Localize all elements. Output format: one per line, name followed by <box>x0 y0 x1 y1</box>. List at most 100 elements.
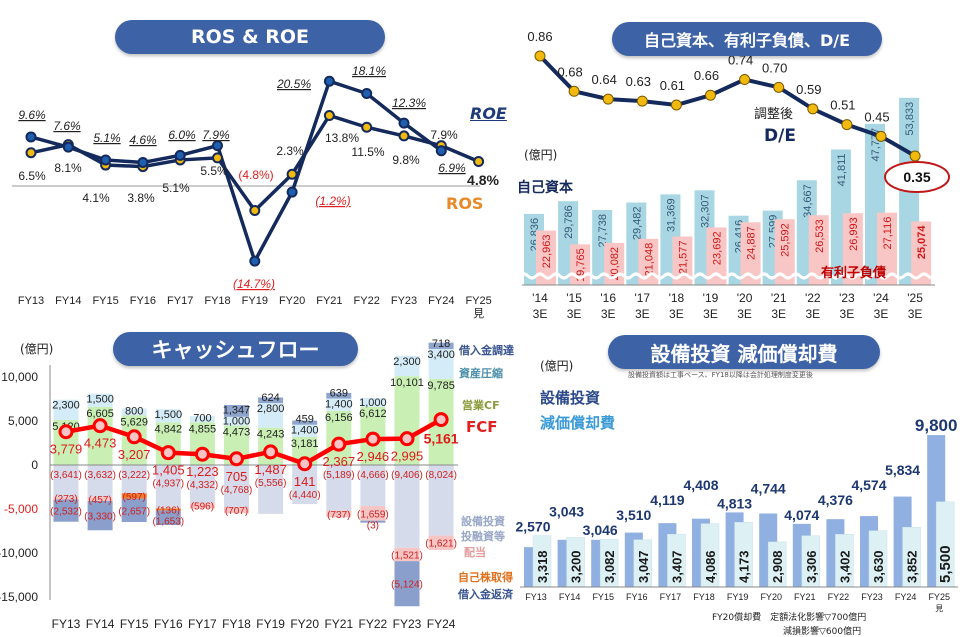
roe-point <box>435 145 447 157</box>
de-data-label: 0.63 <box>626 74 651 89</box>
capex-data-label: 4,119 <box>650 492 684 508</box>
repayment-bar <box>121 498 147 522</box>
x-tick-label-sub: 3E <box>874 307 889 321</box>
legend-fcf: FCF <box>466 418 498 436</box>
capex-investment-bar <box>87 465 113 497</box>
footnote-2: 減損影響▽600億円 <box>783 627 862 637</box>
asset-sale-bar <box>292 424 318 438</box>
legend-capex: 設備投資 <box>461 515 505 528</box>
x-tick-label: FY20 <box>279 295 305 307</box>
x-tick-label: FY13 <box>525 592 547 602</box>
x-tick-label: FY13 <box>52 617 81 631</box>
roe-point <box>286 186 298 198</box>
repayment-bar <box>360 520 386 523</box>
y-tick-label: 0 <box>31 458 38 472</box>
fcf-point <box>331 436 347 452</box>
de-point <box>807 103 819 115</box>
de-data-label: 0.86 <box>527 29 552 44</box>
depreciation-data-label: 3,630 <box>871 550 886 583</box>
outflow-data-label: (136) <box>157 505 180 516</box>
fcf-data-label: 5,161 <box>424 431 459 447</box>
asset-sale-data-label: 2,800 <box>257 403 285 415</box>
de-point <box>739 74 751 86</box>
outflow-data-label: (1,621) <box>425 539 457 550</box>
debt-bar <box>774 219 795 285</box>
roe-line <box>30 79 443 266</box>
fcf-data-label: 705 <box>226 469 248 484</box>
de-data-label: 0.59 <box>796 82 821 97</box>
ros-data-label: 13.8% <box>325 131 359 145</box>
de-data-label: 0.51 <box>830 98 855 113</box>
x-tick-label-sub: 3E <box>737 307 752 321</box>
outflow-data-label: (4,666) <box>357 470 389 481</box>
x-tick-label: FY24 <box>895 592 917 602</box>
fcf-data-label: 2,367 <box>323 454 356 469</box>
ros-legend: ROS <box>446 194 484 213</box>
legend-borrow: 借入金調達 <box>459 344 514 357</box>
x-tick-label: FY14 <box>55 295 81 307</box>
x-tick-label: FY17 <box>188 617 217 631</box>
borrowing-data-label: 459 <box>296 414 314 426</box>
depreciation-data-label: 5,500 <box>937 545 954 583</box>
buyback-bar <box>121 493 147 499</box>
roe-data-label: 9.6% <box>18 108 46 122</box>
capex-data-label: 4,813 <box>717 495 752 511</box>
capex-title: 設備投資 減価償却費 <box>608 335 880 369</box>
x-tick-label: FY19 <box>727 592 749 602</box>
ros-data-label: 8.1% <box>54 161 82 175</box>
asset-sale-data-label: 1,500 <box>86 394 114 406</box>
outflow-data-label: (457) <box>88 495 111 506</box>
x-tick-label-sub: 3E <box>567 307 582 321</box>
roe-point <box>323 75 335 87</box>
asset-sale-bar <box>326 398 352 411</box>
debt-bar <box>877 212 897 285</box>
x-tick-label-sub: 3E <box>703 307 718 321</box>
outflow-data-label: (4,768) <box>221 485 253 496</box>
debt-bar <box>706 227 727 285</box>
asset-sale-data-label: 2,300 <box>393 356 421 368</box>
capex-note: 設備投資額は工事ベース、FY18以降は会計処理制度変更後 <box>628 371 813 379</box>
capex-investment-bar <box>121 465 147 494</box>
roe-point <box>398 117 410 129</box>
roe-point <box>212 140 223 152</box>
outflow-data-label: (273) <box>54 494 77 505</box>
ros-data-label: 5.1% <box>162 181 190 195</box>
ros-data-label: 11.5% <box>351 145 384 159</box>
opcf-bar <box>394 376 420 465</box>
x-tick-label: '17 <box>634 291 650 305</box>
capex-investment-bar <box>394 465 420 548</box>
capex-data-label: 4,074 <box>784 507 819 523</box>
asset-sale-data-label: 3,400 <box>427 349 455 361</box>
cf-title: キャッシュフロー <box>113 332 358 366</box>
capex-investment-bar <box>258 465 284 514</box>
x-tick-label: '20 <box>737 291 753 305</box>
capex-data-label: 3,043 <box>549 504 584 520</box>
outflow-data-label: (3,641) <box>50 470 82 481</box>
x-tick-label: FY18 <box>222 617 251 631</box>
roe-data-label: 7.9% <box>202 128 230 142</box>
depreciation-data-label: 4,173 <box>737 550 752 583</box>
x-tick-label: FY14 <box>86 617 115 631</box>
roe-data-label: 4.6% <box>129 133 157 147</box>
opcf-data-label: 4,855 <box>189 423 217 435</box>
depreciation-data-label: 3,407 <box>669 550 684 583</box>
capex-data-label: 9,800 <box>915 416 958 435</box>
opcf-data-label: 4,473 <box>223 427 251 439</box>
legend-buyback: 自己株取得 <box>458 571 513 584</box>
fcf-point <box>160 445 176 461</box>
outflow-data-label: (5,556) <box>255 478 287 489</box>
outflow-data-label: (1,659) <box>357 509 389 520</box>
outflow-data-label: (3,330) <box>84 512 116 523</box>
x-tick-label: FY24 <box>427 617 456 631</box>
asset-sale-data-label: 800 <box>125 405 143 417</box>
capex-investment-bar <box>360 465 386 507</box>
fcf-data-label: 3,779 <box>50 442 83 457</box>
opcf-data-label: 3,181 <box>291 438 319 450</box>
fcf-point <box>399 431 415 447</box>
borrowing-bar <box>428 342 454 349</box>
x-tick-label-sub: 見 <box>473 307 484 320</box>
ros-data-label: 4.8% <box>467 172 499 188</box>
fcf-point <box>58 424 74 440</box>
depreciation-data-label: 3,318 <box>535 550 550 583</box>
